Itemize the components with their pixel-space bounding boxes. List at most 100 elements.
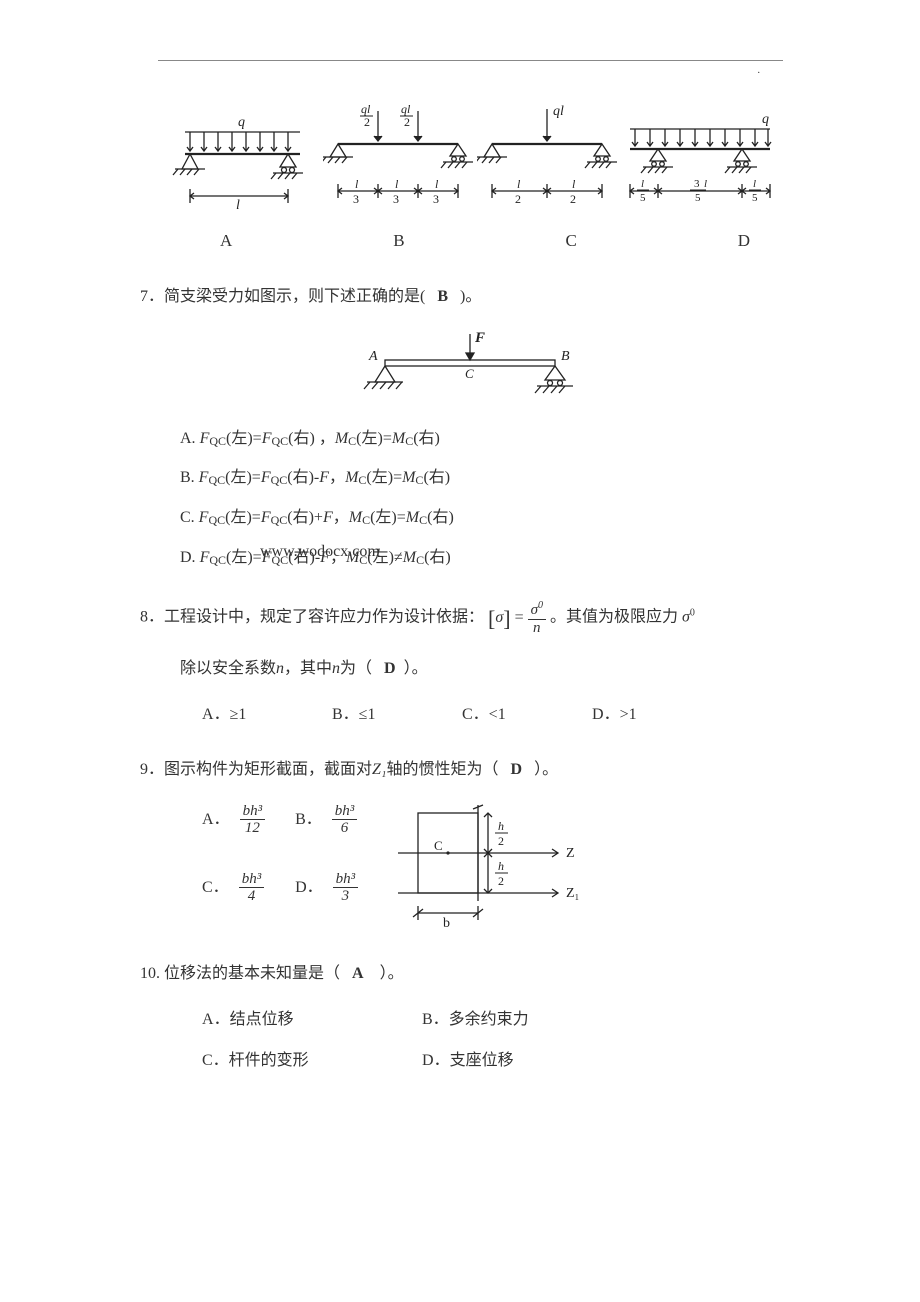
q7-choice-a: A. FQC(左)=FQC(右) ，MC(左)=MC(右) — [180, 426, 800, 452]
q7: 7．简支梁受力如图示，则下述正确的是( B )。 — [140, 284, 800, 310]
q9-c-num: bh³ — [239, 871, 265, 889]
q8-cb-lbl: ．≤1 — [343, 706, 376, 723]
q7-answer: B — [437, 288, 448, 305]
svg-text:5: 5 — [640, 192, 646, 204]
q7-choice-b: B. FQC(左)=FQC(右)-F，MC(左)=MC(右) — [180, 465, 800, 491]
q7-choice-c: C. FQC(左)=FQC(右)+F，MC(左)=MC(右) — [180, 505, 800, 531]
q9-text1: ．图示构件为矩形截面，截面对 — [148, 761, 372, 778]
q8-ca-lbl: ．≥1 — [214, 706, 247, 723]
q8-text1: ．工程设计中，规定了容许应力作为设计依据： — [148, 609, 484, 626]
q9-a-den: 12 — [240, 820, 266, 837]
svg-text:2: 2 — [515, 192, 521, 206]
q8-cb-key: B — [332, 706, 343, 723]
q8-formula: [σ] = σ0n — [488, 600, 546, 636]
beam-d-load-label: q — [762, 112, 769, 127]
q8-number: 8 — [140, 609, 148, 626]
q9: 9．图示构件为矩形截面，截面对Z₁轴的惯性矩为（ D ）。 — [140, 757, 800, 783]
q7-right-label: B — [561, 349, 570, 364]
svg-text:3: 3 — [353, 192, 359, 206]
svg-text:l: l — [435, 177, 439, 191]
svg-text:l: l — [704, 178, 707, 190]
q10-b-k: B — [422, 1011, 433, 1028]
q7-text-after: )。 — [460, 288, 481, 305]
q8-choice-d: D．>1 — [592, 702, 682, 728]
q10-c-l: ．杆件的变形 — [213, 1052, 309, 1069]
svg-text:ql: ql — [401, 102, 411, 116]
q9-z1-label: Z₁ — [566, 886, 579, 901]
q7-figure: F A B C — [140, 330, 800, 400]
q9-c-label: C — [434, 838, 443, 853]
q8-choice-a: A．≥1 — [202, 702, 292, 728]
q10-choice-d: D．支座位移 — [422, 1048, 642, 1074]
q7-force-label: F — [474, 330, 485, 346]
beam-a-span-label: l — [236, 198, 240, 213]
q9-b-den: 6 — [332, 820, 358, 837]
beam-b-svg: ql 2 ql 2 l3 l3 l3 — [323, 99, 473, 219]
beam-c-svg: ql l2 l2 — [477, 99, 617, 219]
beam-c-load-label: ql — [553, 104, 564, 119]
q10-choice-c: C．杆件的变形 — [202, 1048, 422, 1074]
q8: 8．工程设计中，规定了容许应力作为设计依据： [σ] = σ0n 。其值为极限应… — [140, 600, 800, 636]
svg-text:l: l — [572, 177, 576, 191]
svg-text:2: 2 — [364, 115, 370, 129]
q8-cd-lbl: ．>1 — [604, 706, 637, 723]
q9-b-num: bh³ — [332, 803, 358, 821]
q6-figure-labels: A B C D — [220, 227, 750, 254]
q8-line2d: ）。 — [404, 660, 428, 677]
q9-choices-and-figure: A．bh³12 C．bh³4 B．bh³6 D．bh³3 C h2 h2 Z — [202, 803, 800, 933]
svg-text:3: 3 — [433, 192, 439, 206]
svg-text:2: 2 — [404, 115, 410, 129]
beam-a-svg: q l — [160, 99, 320, 219]
svg-text:l: l — [395, 177, 399, 191]
q7-left-label: A — [368, 349, 378, 364]
q10-d-k: D — [422, 1052, 434, 1069]
fig-label-c: C — [565, 227, 576, 254]
q9-choice-d: D．bh³3 — [295, 871, 358, 905]
q10-answer: A — [352, 965, 364, 982]
q8-choice-c: C．<1 — [462, 702, 552, 728]
q7-number: 7 — [140, 288, 148, 305]
q10-text1: . 位移法的基本未知量是（ — [156, 965, 340, 982]
q9-a-num: bh³ — [240, 803, 266, 821]
q9-axis: Z₁ — [372, 761, 386, 778]
svg-text:l: l — [753, 178, 756, 190]
q8-line2b: ，其中 — [284, 660, 332, 677]
q8-cd-key: D — [592, 706, 604, 723]
q8-answer: D — [384, 660, 396, 677]
q9-h-bot: h — [498, 859, 504, 873]
q6-figure-row: q l ql 2 ql 2 — [160, 99, 780, 219]
q10-a-l: ．结点位移 — [214, 1011, 294, 1028]
q8-line2a: 除以安全系数 — [180, 660, 276, 677]
q8-n1: n — [276, 660, 284, 677]
svg-text:5: 5 — [695, 192, 701, 204]
q9-h-top: h — [498, 819, 504, 833]
q10-d-l: ．支座位移 — [434, 1052, 514, 1069]
q9-h2-top: 2 — [498, 834, 504, 848]
svg-text:2: 2 — [570, 192, 576, 206]
beam-a-load-label: q — [238, 115, 245, 130]
q9-h2-bot: 2 — [498, 874, 504, 888]
svg-text:ql: ql — [361, 102, 371, 116]
fig-label-b: B — [393, 227, 404, 254]
q10-b-l: ．多余约束力 — [433, 1011, 529, 1028]
svg-text:l: l — [517, 177, 521, 191]
q9-figure: C h2 h2 Z Z₁ b — [388, 803, 588, 933]
q10-choice-a: A．结点位移 — [202, 1007, 422, 1033]
q8-text2: 。其值为极限应力 — [550, 609, 678, 626]
q8-line2c: 为（ — [340, 660, 372, 677]
q9-choice-c: C．bh³4 — [202, 871, 265, 905]
q9-d-num: bh³ — [333, 871, 359, 889]
svg-text:5: 5 — [752, 192, 758, 204]
q8-n2: n — [332, 660, 340, 677]
q7-mid-label: C — [465, 366, 474, 381]
q7-choice-d: www.wodocx.com D. FQC(左)=FQC(右)-F，MC(左)≠… — [180, 545, 800, 571]
q8-choices: A．≥1 B．≤1 C．<1 D．>1 — [202, 702, 800, 728]
q9-answer: D — [511, 761, 523, 778]
q9-c-den: 4 — [239, 888, 265, 905]
beam-d-svg: q l5 35 l l5 — [620, 99, 780, 219]
q8-cc-key: C — [462, 706, 473, 723]
svg-text:l: l — [641, 178, 644, 190]
q9-d-den: 3 — [333, 888, 359, 905]
fig-label-a: A — [220, 227, 232, 254]
q8-cc-lbl: ．<1 — [473, 706, 506, 723]
